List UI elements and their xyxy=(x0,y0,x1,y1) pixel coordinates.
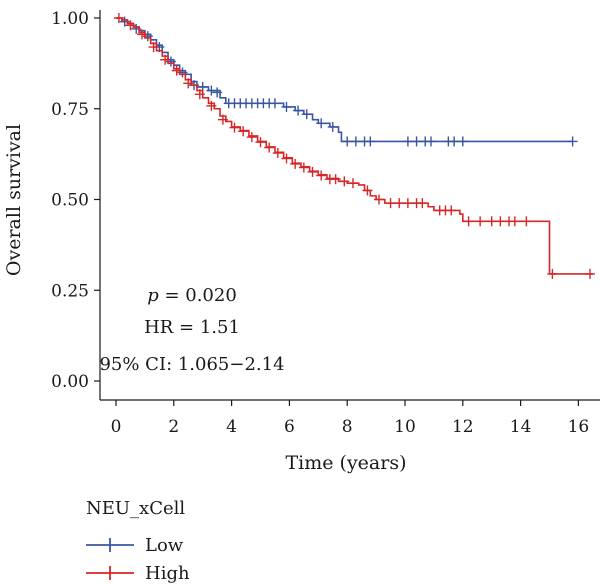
censor-mark-high xyxy=(264,142,275,153)
series-low xyxy=(116,16,578,147)
censor-mark-high xyxy=(246,132,257,143)
x-tick-label-5: 10 xyxy=(394,417,416,437)
censor-mark-high xyxy=(509,216,520,227)
hr-annotation: HR = 1.51 xyxy=(144,317,240,338)
censor-mark-high xyxy=(347,178,358,189)
censor-mark-high xyxy=(339,176,350,187)
censor-mark-high xyxy=(113,13,124,23)
censor-mark-high xyxy=(417,198,428,209)
y-tick-label-4: 1.00 xyxy=(51,9,89,29)
x-axis-title: Time (years) xyxy=(285,452,406,474)
y-tick-label-3: 0.75 xyxy=(51,100,89,120)
legend-swatch-low xyxy=(86,538,134,552)
censor-mark-high xyxy=(238,126,249,137)
censor-mark-low xyxy=(281,101,292,112)
x-tick-label-4: 8 xyxy=(342,417,353,437)
censor-mark-high xyxy=(521,216,532,227)
censor-mark-high xyxy=(206,100,217,111)
censor-mark-high xyxy=(463,216,474,227)
censor-mark-high xyxy=(402,198,413,209)
censor-mark-high xyxy=(316,170,327,181)
censor-mark-high xyxy=(373,194,384,205)
y-ticks: 0.00 0.25 0.50 0.75 1.00 xyxy=(51,9,100,392)
p-value: = 0.020 xyxy=(159,285,237,306)
censor-mark-high xyxy=(495,216,506,227)
y-axis-title: Overall survival xyxy=(3,124,25,276)
x-tick-label-2: 4 xyxy=(226,417,237,437)
censor-mark-high xyxy=(290,158,301,169)
censor-mark-high xyxy=(183,78,194,89)
annotations: p = 0.020 HR = 1.51 95% CI: 1.065−2.14 xyxy=(99,285,284,375)
censor-mark-high xyxy=(255,137,266,148)
censor-mark-high xyxy=(148,42,159,53)
ci-annotation: 95% CI: 1.065−2.14 xyxy=(99,354,284,375)
series-high xyxy=(113,13,595,279)
censor-mark-high xyxy=(475,216,486,227)
censor-mark-high xyxy=(486,216,497,227)
x-tick-label-0: 0 xyxy=(111,417,122,437)
censor-mark-high xyxy=(194,89,205,100)
censor-mark-high xyxy=(394,198,405,209)
series-line-high xyxy=(116,17,593,275)
legend-label-high: High xyxy=(145,563,190,584)
censor-mark-high xyxy=(330,174,341,185)
y-tick-label-2: 0.50 xyxy=(51,191,89,211)
legend-swatch-high xyxy=(86,566,134,580)
legend-item-high: High xyxy=(86,563,190,584)
x-tick-label-7: 14 xyxy=(510,417,532,437)
censor-mark-high xyxy=(125,20,136,31)
censor-mark-high xyxy=(229,122,240,133)
censor-mark-low xyxy=(206,85,217,96)
censor-mark-low xyxy=(402,136,413,147)
censor-mark-high xyxy=(272,148,283,159)
p-value-annotation: p = 0.020 xyxy=(147,285,237,306)
censor-mark-high xyxy=(171,65,182,76)
censor-mark-high xyxy=(584,268,595,279)
legend-item-low: Low xyxy=(86,535,184,556)
censor-mark-high xyxy=(362,185,373,196)
censor-mark-low xyxy=(212,87,223,98)
censor-mark-low xyxy=(327,121,338,132)
censor-mark-high xyxy=(446,205,457,216)
x-ticks: 0 2 4 6 8 10 12 14 16 xyxy=(111,400,590,437)
censor-mark-high xyxy=(547,268,558,279)
series-line-low xyxy=(116,17,573,143)
censor-mark-high xyxy=(385,198,396,209)
axes: 0.00 0.25 0.50 0.75 1.00 0 2 4 6 8 10 12 14 16 xyxy=(51,9,600,437)
series-layer xyxy=(113,13,595,279)
legend-items: Low High xyxy=(86,535,190,584)
censor-mark-high xyxy=(137,29,148,40)
censor-mark-low xyxy=(350,136,361,147)
censor-mark-low xyxy=(426,136,437,147)
censor-mark-low xyxy=(365,136,376,147)
censor-mark-low xyxy=(449,136,460,147)
legend-title: NEU_xCell xyxy=(86,498,185,519)
censor-mark-low xyxy=(567,136,578,147)
censor-mark-low xyxy=(293,105,304,116)
x-tick-label-1: 2 xyxy=(168,417,179,437)
y-tick-label-1: 0.25 xyxy=(51,281,89,301)
censor-mark-low xyxy=(301,109,312,120)
censor-mark-high xyxy=(281,153,292,164)
censor-mark-low xyxy=(316,118,327,129)
censor-mark-low xyxy=(269,98,280,109)
censor-mark-high xyxy=(298,162,309,173)
x-tick-label-8: 16 xyxy=(568,417,590,437)
censor-mark-high xyxy=(160,54,171,65)
censor-mark-high xyxy=(307,166,318,177)
censor-mark-high xyxy=(217,114,228,125)
censor-mark-low xyxy=(457,136,468,147)
legend-label-low: Low xyxy=(145,535,184,556)
x-tick-label-3: 6 xyxy=(284,417,295,437)
p-symbol: p xyxy=(147,285,159,306)
censor-mark-low xyxy=(342,136,353,147)
legend: NEU_xCell Low High xyxy=(86,498,190,584)
y-tick-label-0: 0.00 xyxy=(51,372,89,392)
censor-mark-low xyxy=(411,136,422,147)
x-tick-label-6: 12 xyxy=(452,417,474,437)
